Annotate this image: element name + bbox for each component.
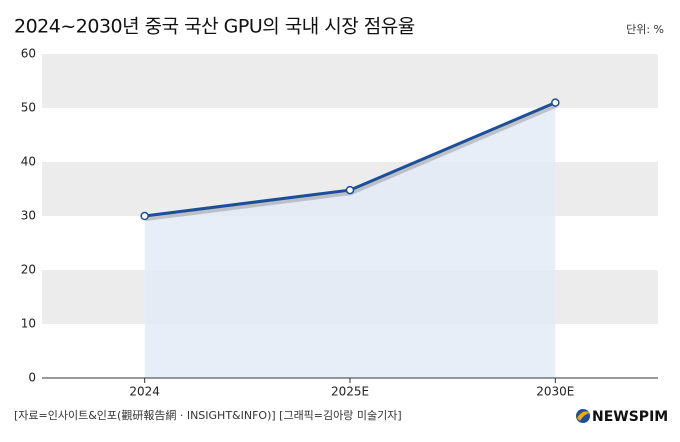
source: [자료=인사이트&인포(觀研報告網 · INSIGHT&INFO)] [그래픽=… <box>14 408 402 422</box>
logo: NEWSPIM <box>592 409 668 425</box>
x-tick-label: 2024 <box>129 385 160 399</box>
y-tick-label: 50 <box>21 101 36 115</box>
x-tick-label: 2025E <box>331 385 369 399</box>
y-tick-label: 10 <box>21 317 36 331</box>
grid-band <box>42 54 658 108</box>
unit-label: 단위: % <box>626 23 664 36</box>
point <box>345 185 355 195</box>
chart-title: 2024~2030년 중국 국산 GPU의 국내 시장 점유율 <box>14 16 415 38</box>
x-tick-label: 2030E <box>536 385 574 399</box>
y-tick-label: 40 <box>21 155 36 169</box>
logo-icon <box>576 409 590 423</box>
y-tick-label: 0 <box>28 371 36 385</box>
y-tick-label: 60 <box>21 47 36 61</box>
area <box>144 102 556 378</box>
point <box>140 211 149 221</box>
y-tick-label: 30 <box>21 209 36 223</box>
point <box>551 98 560 107</box>
y-tick-label: 20 <box>21 263 36 277</box>
